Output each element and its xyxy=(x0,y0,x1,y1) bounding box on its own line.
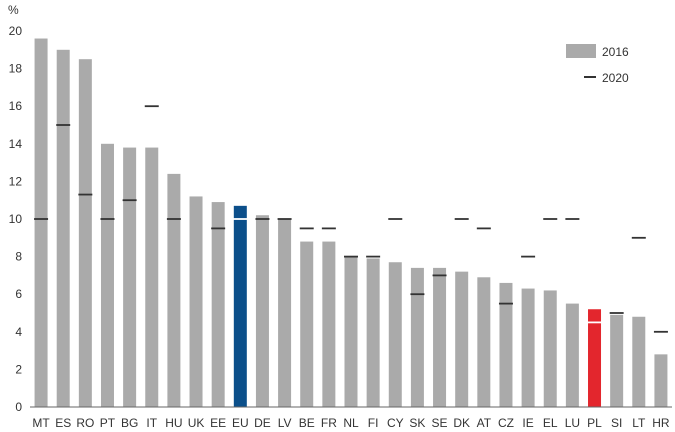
y-tick-label: 20 xyxy=(9,24,23,38)
x-tick-label-hu: HU xyxy=(165,416,182,430)
y-tick-label: 6 xyxy=(15,287,22,301)
x-tick-label-lu: LU xyxy=(565,416,580,430)
bar-fr xyxy=(322,241,336,407)
axis-layer: % xyxy=(8,3,672,408)
x-tick-label-ro: RO xyxy=(76,416,94,430)
legend-label-2016: 2016 xyxy=(602,45,629,59)
bar-es xyxy=(56,49,70,408)
bar-at xyxy=(477,277,491,407)
y-tick-labels: 0 2 4 6 8 10 12 14 16 18 20 xyxy=(9,24,23,414)
bar-it xyxy=(145,147,159,407)
x-tick-label-at: AT xyxy=(477,416,492,430)
bar-hr xyxy=(654,354,668,407)
y-tick-label: 12 xyxy=(9,174,23,188)
bar-dk xyxy=(455,271,469,407)
bar-el xyxy=(543,290,557,407)
bar-de xyxy=(255,215,269,407)
markers-layer xyxy=(34,105,668,333)
x-tick-label-mt: MT xyxy=(32,416,50,430)
y-tick-label: 16 xyxy=(9,99,23,113)
bar-lu xyxy=(565,303,579,407)
x-tick-label-cz: CZ xyxy=(498,416,514,430)
x-tick-labels: MT ES RO PT BG IT HU UK EE EU DE LV BE FR NL FI CY SK SE DK… xyxy=(32,416,670,430)
y-tick-label: 0 xyxy=(15,400,22,414)
bar-nl xyxy=(344,256,358,407)
y-tick-label: 14 xyxy=(9,137,23,151)
bar-mt xyxy=(34,38,48,408)
x-tick-label-sk: SK xyxy=(409,416,425,430)
bar-se xyxy=(433,267,447,407)
x-tick-label-eu: EU xyxy=(232,416,249,430)
x-tick-label-es: ES xyxy=(55,416,71,430)
x-tick-label-fi: FI xyxy=(368,416,379,430)
bar-ee xyxy=(211,202,225,407)
legend-label-2020: 2020 xyxy=(602,71,629,85)
x-tick-label-dk: DK xyxy=(453,416,470,430)
x-tick-label-cy: CY xyxy=(387,416,404,430)
x-tick-label-de: DE xyxy=(254,416,271,430)
y-unit-label: % xyxy=(8,3,19,17)
x-tick-label-it: IT xyxy=(146,416,157,430)
bar-pl xyxy=(588,309,602,407)
y-tick-label: 2 xyxy=(15,362,22,376)
bar-bg xyxy=(123,147,137,407)
x-tick-label-nl: NL xyxy=(343,416,359,430)
x-tick-label-pl: PL xyxy=(587,416,602,430)
x-tick-label-hr: HR xyxy=(652,416,670,430)
x-tick-label-se: SE xyxy=(432,416,448,430)
y-tick-label: 18 xyxy=(9,62,23,76)
bar-cy xyxy=(388,262,402,407)
bar-ro xyxy=(78,59,92,407)
x-tick-label-ie: IE xyxy=(522,416,533,430)
bar-sk xyxy=(410,267,424,407)
legend-swatch-2016 xyxy=(566,44,596,58)
bar-eu xyxy=(233,205,247,407)
x-tick-label-lv: LV xyxy=(278,416,292,430)
x-tick-label-uk: UK xyxy=(188,416,205,430)
bar-lt xyxy=(632,316,646,407)
bar-pt xyxy=(100,143,114,408)
x-tick-label-bg: BG xyxy=(121,416,138,430)
x-tick-label-lt: LT xyxy=(632,416,646,430)
bar-cz xyxy=(499,282,513,407)
bar-ie xyxy=(521,288,535,407)
x-tick-label-ee: EE xyxy=(210,416,226,430)
x-tick-label-pt: PT xyxy=(100,416,116,430)
y-tick-label: 4 xyxy=(15,325,22,339)
y-tick-label: 10 xyxy=(9,212,23,226)
y-tick-label: 8 xyxy=(15,250,22,264)
x-tick-label-be: BE xyxy=(299,416,315,430)
bar-uk xyxy=(189,196,203,407)
bar-lv xyxy=(278,219,292,407)
legend: 2016 2020 xyxy=(560,38,655,86)
bar-hu xyxy=(167,173,181,407)
bar-be xyxy=(300,241,314,407)
x-tick-label-fr: FR xyxy=(321,416,337,430)
bar-fi xyxy=(366,258,380,407)
bar-si xyxy=(610,314,624,407)
x-tick-label-si: SI xyxy=(611,416,622,430)
bars-layer xyxy=(34,38,668,408)
x-tick-label-el: EL xyxy=(543,416,558,430)
